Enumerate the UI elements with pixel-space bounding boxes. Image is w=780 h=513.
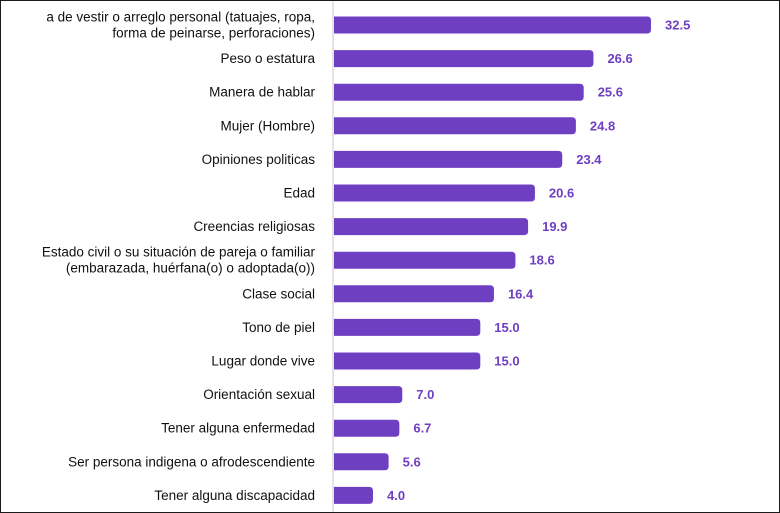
category-label: Creencias religiosas [193, 219, 315, 234]
value-labels-group: 32.5 26.6 25.6 24.8 23.4 20.6 19.9 18.6 16.4 15.0… [387, 18, 690, 503]
category-label: Opiniones politicas [202, 152, 316, 167]
value-label: 18.6 [529, 253, 554, 268]
bar [334, 83, 584, 101]
category-labels-group: a de vestir o arreglo personal (tatuajes… [42, 10, 316, 503]
bar [334, 352, 481, 370]
value-label: 19.9 [542, 219, 567, 234]
category-label: Manera de hablar [209, 85, 315, 100]
bar [334, 318, 481, 336]
value-label: 23.4 [576, 152, 602, 167]
category-label: Clase social [242, 286, 315, 301]
bar [334, 419, 400, 437]
value-label: 5.6 [403, 454, 421, 469]
value-label: 16.4 [508, 286, 534, 301]
bar [334, 453, 389, 471]
value-label: 4.0 [387, 488, 405, 503]
category-label: (embarazada, huérfana(o) o adoptada(o)) [66, 261, 315, 276]
value-label: 24.8 [590, 118, 615, 133]
category-label: Estado civil o su situación de pareja o … [42, 245, 316, 260]
category-label: a de vestir o arreglo personal (tatuajes… [46, 10, 315, 25]
category-label: Lugar donde vive [211, 354, 315, 369]
bar [334, 285, 494, 303]
bar [334, 150, 563, 168]
bar [334, 218, 529, 236]
value-label: 20.6 [549, 186, 574, 201]
value-label: 7.0 [416, 387, 434, 402]
category-label: forma de peinarse, perforaciones) [112, 26, 315, 41]
bar [334, 486, 374, 504]
category-label: Tener alguna discapacidad [154, 488, 315, 503]
bar [334, 251, 516, 269]
category-label: Mujer (Hombre) [220, 118, 315, 133]
value-label: 15.0 [494, 320, 519, 335]
category-label: Edad [283, 186, 315, 201]
category-label: Tener alguna enfermedad [161, 421, 315, 436]
bar [334, 184, 535, 202]
bars-group [334, 16, 651, 504]
value-label: 25.6 [598, 85, 623, 100]
bar [334, 386, 403, 404]
value-label: 26.6 [607, 51, 632, 66]
value-label: 6.7 [413, 421, 431, 436]
bar [334, 117, 576, 135]
value-label: 32.5 [665, 18, 690, 33]
category-label: Ser persona indigena o afrodescendiente [68, 454, 315, 469]
category-label: Tono de piel [242, 320, 315, 335]
value-label: 15.0 [494, 354, 519, 369]
category-label: Orientación sexual [203, 387, 315, 402]
bar [334, 50, 594, 68]
category-label: Peso o estatura [220, 51, 315, 66]
bar [334, 16, 651, 34]
